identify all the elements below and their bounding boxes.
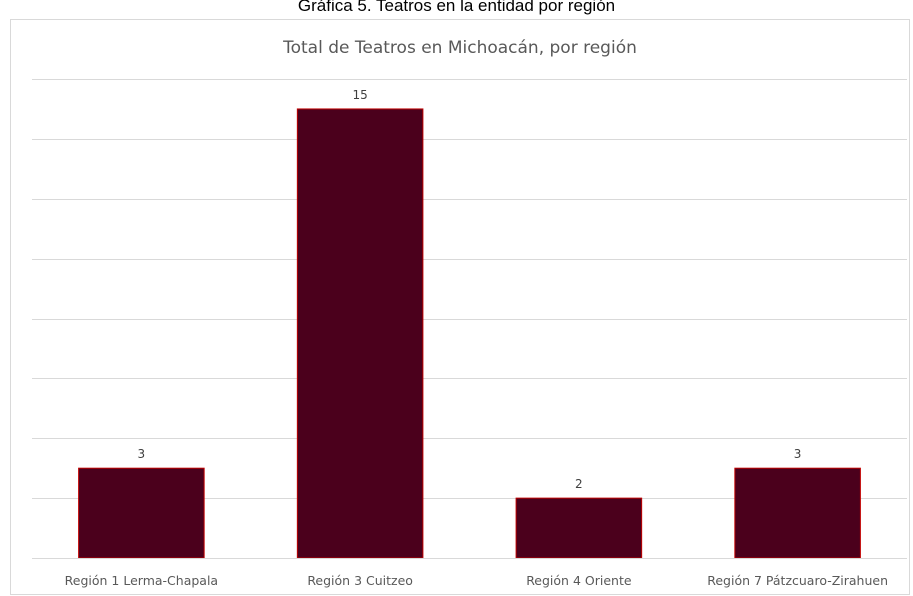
x-tick-label: Región 4 Oriente	[526, 573, 632, 588]
gridlines	[32, 79, 907, 499]
data-labels: 3 15 2 3	[138, 88, 802, 491]
figure-caption: Gráfica 5. Teatros en la entidad por reg…	[297, 0, 616, 15]
data-label: 3	[138, 447, 146, 461]
chart-title: Total de Teatros en Michoacán, por regió…	[282, 38, 637, 58]
data-label: 3	[794, 447, 802, 461]
chart-area: Total de Teatros en Michoacán, por regió…	[10, 19, 910, 595]
x-tick-label: Región 7 Pátzcuaro-Zirahuen	[707, 573, 888, 588]
bar	[78, 467, 205, 559]
bar	[296, 108, 424, 559]
data-label: 15	[352, 88, 367, 102]
x-tick-label: Región 1 Lerma-Chapala	[65, 573, 218, 588]
bar-chart: Total de Teatros en Michoacán, por regió…	[32, 38, 907, 588]
data-label: 2	[575, 477, 583, 491]
bar	[515, 497, 643, 559]
x-tick-labels: Región 1 Lerma-Chapala Región 3 Cuitzeo Re…	[65, 573, 888, 588]
bars	[78, 108, 861, 559]
x-tick-label: Región 3 Cuitzeo	[307, 573, 413, 588]
bar	[734, 467, 861, 559]
